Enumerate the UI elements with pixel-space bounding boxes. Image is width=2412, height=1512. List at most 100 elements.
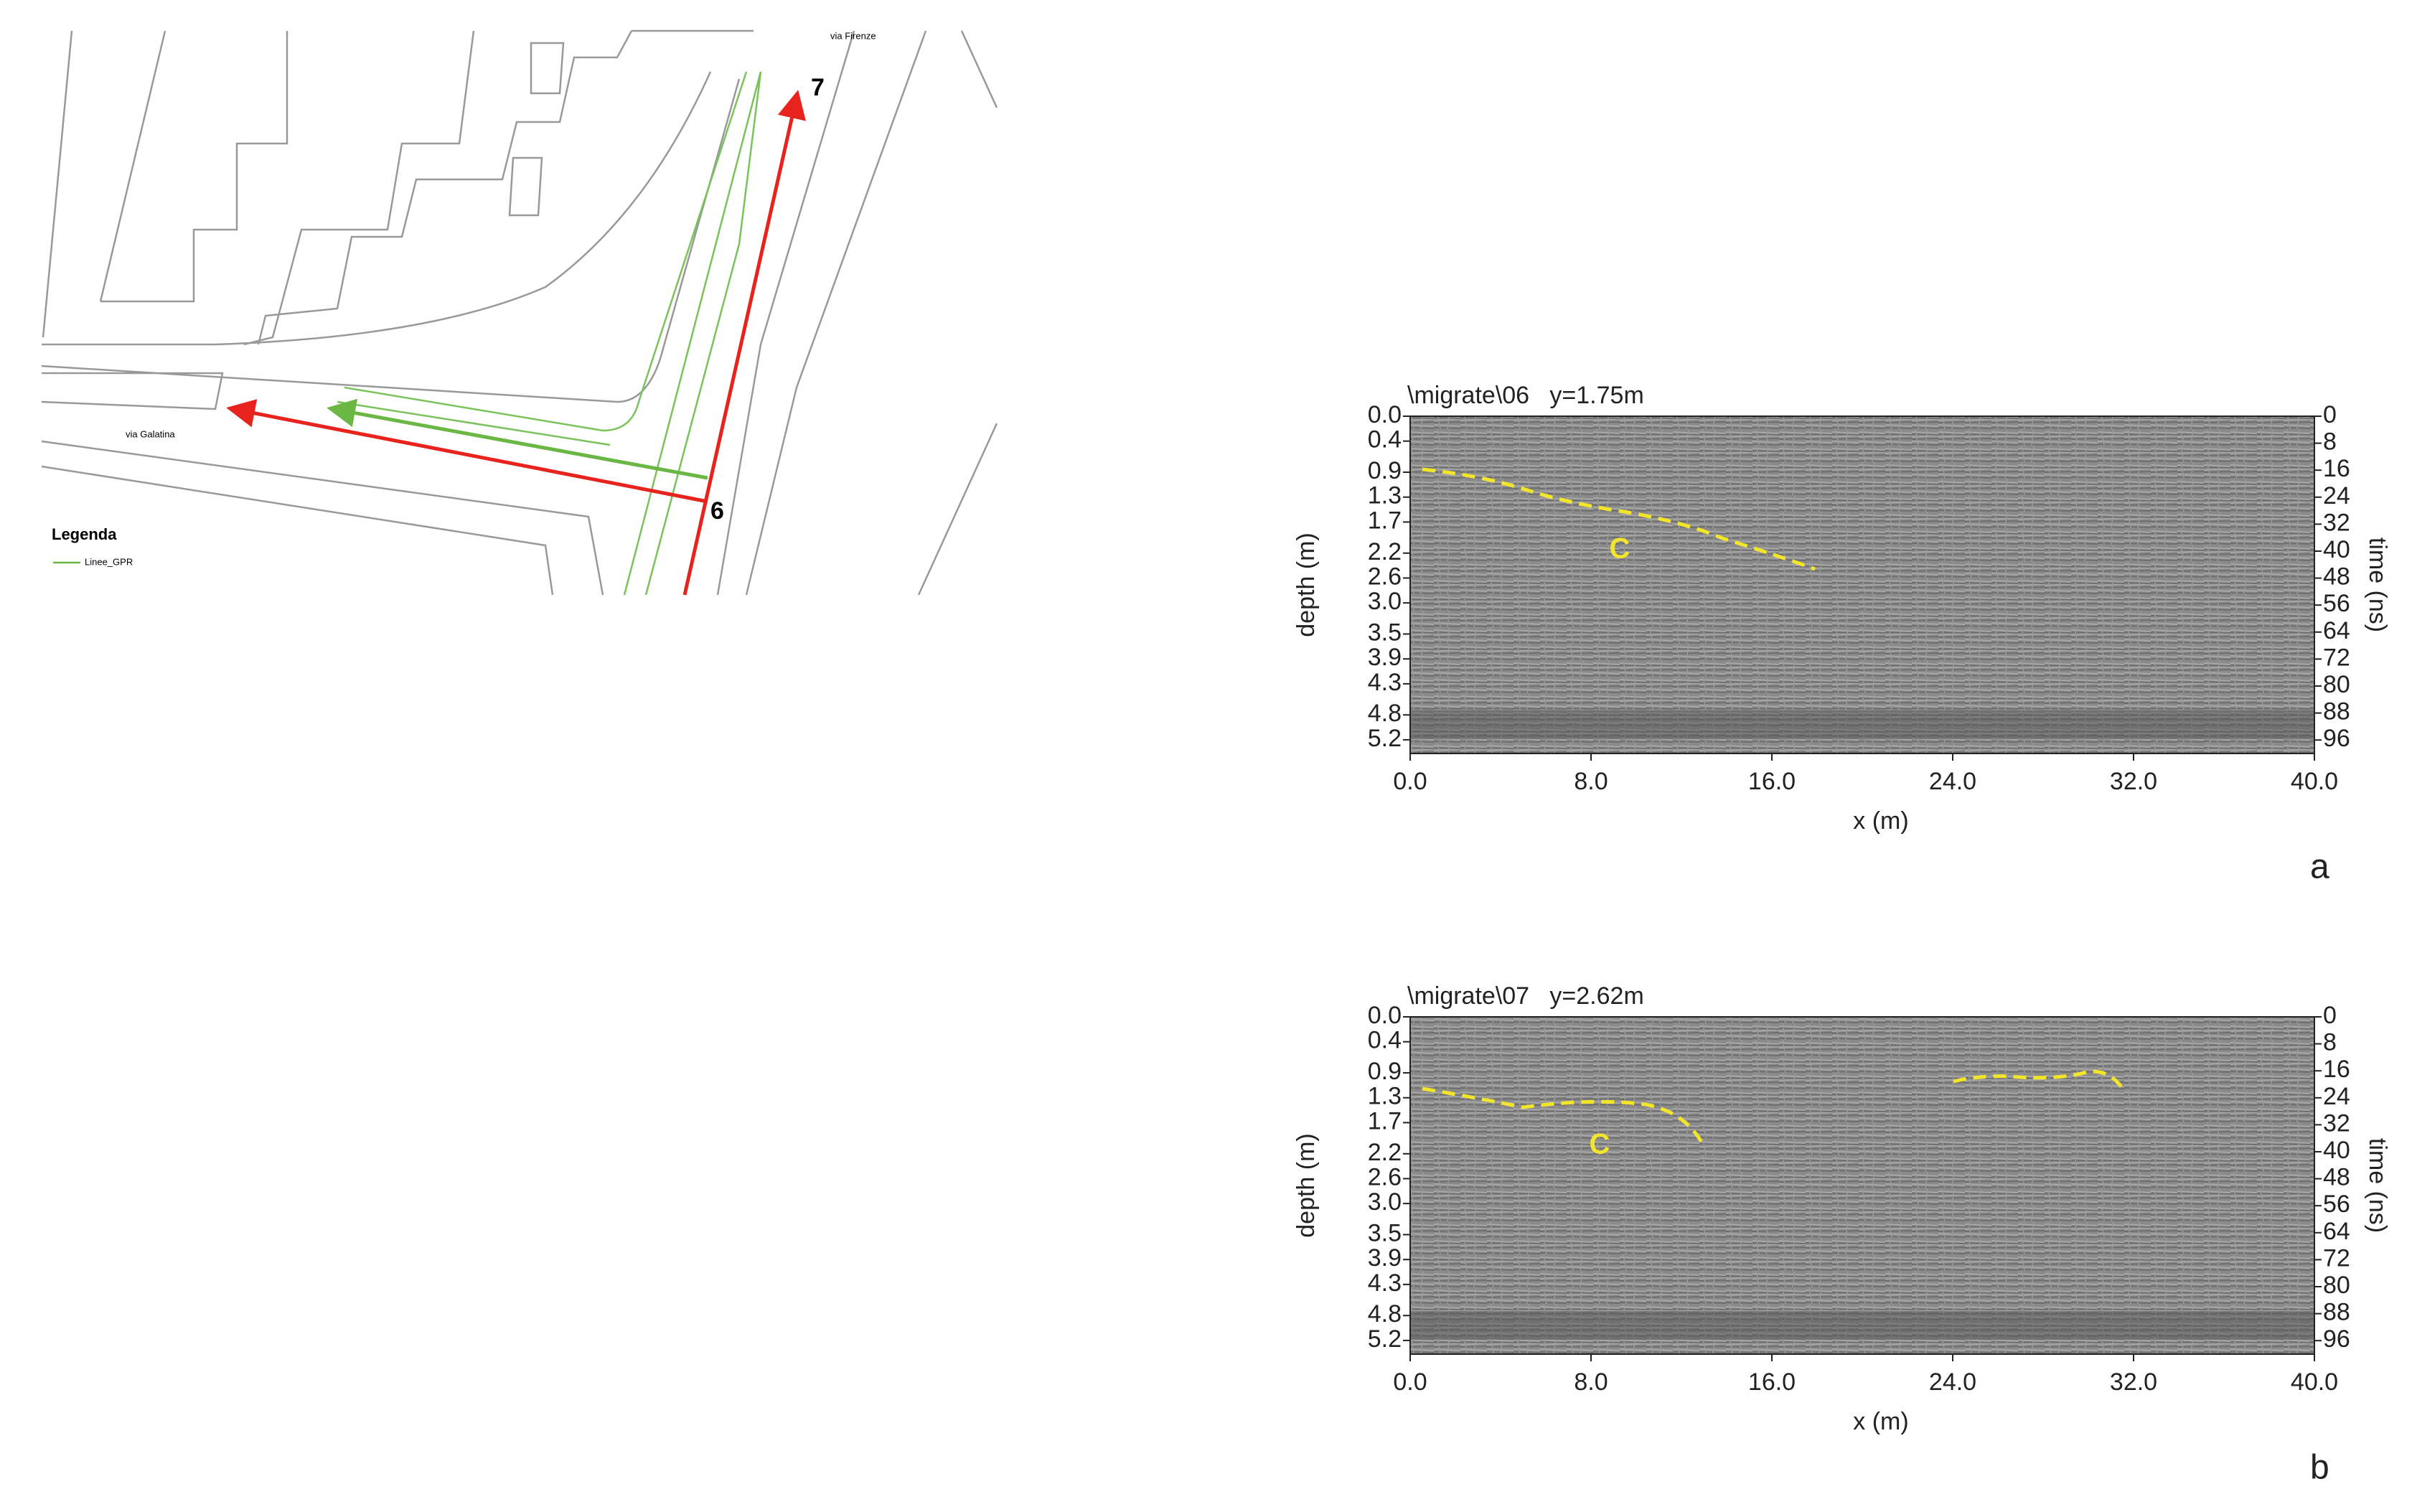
time-tick-label: 88	[2323, 698, 2350, 726]
time-tick-label: 40	[2323, 536, 2350, 563]
radargram	[1410, 1017, 2314, 1354]
depth-tick-label: 0.9	[1368, 1058, 1402, 1085]
depth-tick-label: 3.5	[1368, 619, 1402, 646]
point-label: 7	[811, 74, 825, 101]
depth-tick-label: 2.2	[1368, 1139, 1402, 1166]
time-tick-label: 80	[2323, 1272, 2350, 1299]
time-tick-label: 72	[2323, 644, 2350, 671]
time-tick-label: 48	[2323, 1164, 2350, 1191]
depth-tick-label: 3.0	[1368, 1188, 1402, 1216]
legend-entry: Linee_GPR	[85, 556, 133, 567]
depth-tick-label: 3.5	[1368, 1219, 1402, 1246]
depth-tick-label: 1.7	[1368, 507, 1402, 534]
depth-tick-label: 0.9	[1368, 457, 1402, 484]
point-label: 6	[710, 497, 724, 525]
plot-frame	[1409, 1016, 2315, 1355]
x-axis-label: x (m)	[1853, 1408, 1908, 1435]
time-tick-label: 24	[2323, 482, 2350, 510]
depth-tick-label: 0.0	[1368, 401, 1402, 428]
time-tick-label: 8	[2323, 1029, 2337, 1056]
x-tick-label: 40.0	[2291, 768, 2338, 795]
arrow-7	[682, 90, 806, 596]
radargram	[1410, 416, 2314, 753]
time-tick-label: 64	[2323, 617, 2350, 644]
depth-tick-label: 4.3	[1368, 669, 1402, 696]
panel-title: \migrate\07 y=2.62m	[1407, 982, 1644, 1010]
map-building	[257, 29, 754, 345]
depth-tick-label: 1.3	[1368, 482, 1402, 510]
x-tick-label: 8.0	[1574, 768, 1608, 795]
depth-tick-label: 3.9	[1368, 644, 1402, 671]
street-label: via Firenze	[830, 30, 876, 41]
reflector-label: C	[1610, 533, 1630, 565]
arrow-gpr	[327, 398, 708, 480]
depth-tick-label: 2.6	[1368, 563, 1402, 590]
x-tick-label: 24.0	[1929, 1368, 1976, 1396]
time-tick-label: 16	[2323, 1056, 2350, 1083]
map-building	[42, 30, 475, 346]
time-tick-label: 96	[2323, 725, 2350, 752]
time-tick-label: 0	[2323, 1002, 2337, 1029]
depth-tick-label: 4.3	[1368, 1269, 1402, 1297]
time-tick-label: 56	[2323, 1191, 2350, 1218]
gpr-line	[337, 71, 762, 596]
time-tick-label: 64	[2323, 1218, 2350, 1245]
time-tick-label: 0	[2323, 401, 2337, 428]
depth-tick-label: 0.0	[1368, 1002, 1402, 1029]
x-tick-label: 16.0	[1748, 1368, 1796, 1396]
legend-title: Legenda	[52, 525, 117, 543]
time-tick-label: 24	[2323, 1083, 2350, 1110]
x-tick-label: 40.0	[2291, 1368, 2338, 1396]
time-tick-label: 96	[2323, 1325, 2350, 1353]
time-tick-label: 80	[2323, 671, 2350, 698]
x-tick-label: 24.0	[1929, 768, 1976, 795]
depth-tick-label: 3.9	[1368, 1244, 1402, 1272]
map-building	[508, 42, 565, 217]
depth-tick-label: 0.4	[1368, 426, 1402, 454]
time-tick-label: 88	[2323, 1299, 2350, 1326]
x-tick-label: 0.0	[1393, 1368, 1427, 1396]
time-tick-label: 32	[2323, 509, 2350, 536]
panel-label: b	[2310, 1449, 2329, 1487]
map-road	[41, 30, 998, 596]
panel-title: \migrate\06 y=1.75m	[1407, 382, 1644, 409]
x-axis-label: x (m)	[1853, 807, 1908, 835]
depth-tick-label: 4.8	[1368, 700, 1402, 727]
time-tick-label: 40	[2323, 1137, 2350, 1164]
time-axis-label: time (ns)	[2364, 1138, 2391, 1233]
annotations	[1422, 467, 2125, 1147]
x-tick-label: 16.0	[1748, 768, 1796, 795]
reflector-curve	[1422, 1086, 1706, 1147]
plot-frame	[1409, 415, 2315, 754]
panel-label: a	[2310, 848, 2329, 886]
depth-tick-label: 2.2	[1368, 538, 1402, 565]
arrow-6	[226, 399, 708, 504]
time-tick-label: 16	[2323, 455, 2350, 482]
depth-tick-label: 5.2	[1368, 725, 1402, 752]
x-tick-label: 32.0	[2110, 768, 2157, 795]
depth-axis-label: depth (m)	[1292, 532, 1320, 637]
time-tick-label: 48	[2323, 563, 2350, 591]
depth-tick-label: 0.4	[1368, 1027, 1402, 1054]
radargram-band	[1410, 1311, 2314, 1340]
time-tick-label: 32	[2323, 1109, 2350, 1137]
depth-tick-label: 2.6	[1368, 1163, 1402, 1191]
street-label: via Galatina	[126, 428, 175, 439]
x-tick-label: 0.0	[1393, 768, 1427, 795]
reflector-label: C	[1590, 1129, 1610, 1160]
time-tick-label: 8	[2323, 428, 2337, 456]
x-tick-label: 32.0	[2110, 1368, 2157, 1396]
depth-tick-label: 1.3	[1368, 1083, 1402, 1110]
reflector-curve	[1953, 1069, 2125, 1090]
map: via Firenze via Galatina 7 6 Legenda Lin…	[41, 29, 998, 596]
depth-tick-label: 3.0	[1368, 588, 1402, 615]
depth-tick-label: 1.7	[1368, 1107, 1402, 1135]
depth-tick-label: 5.2	[1368, 1325, 1402, 1353]
radargram-band	[1410, 710, 2314, 739]
depth-axis-label: depth (m)	[1292, 1133, 1320, 1238]
time-tick-label: 56	[2323, 590, 2350, 617]
x-tick-label: 8.0	[1574, 1368, 1608, 1396]
time-axis-label: time (ns)	[2364, 537, 2391, 632]
depth-tick-label: 4.8	[1368, 1300, 1402, 1328]
